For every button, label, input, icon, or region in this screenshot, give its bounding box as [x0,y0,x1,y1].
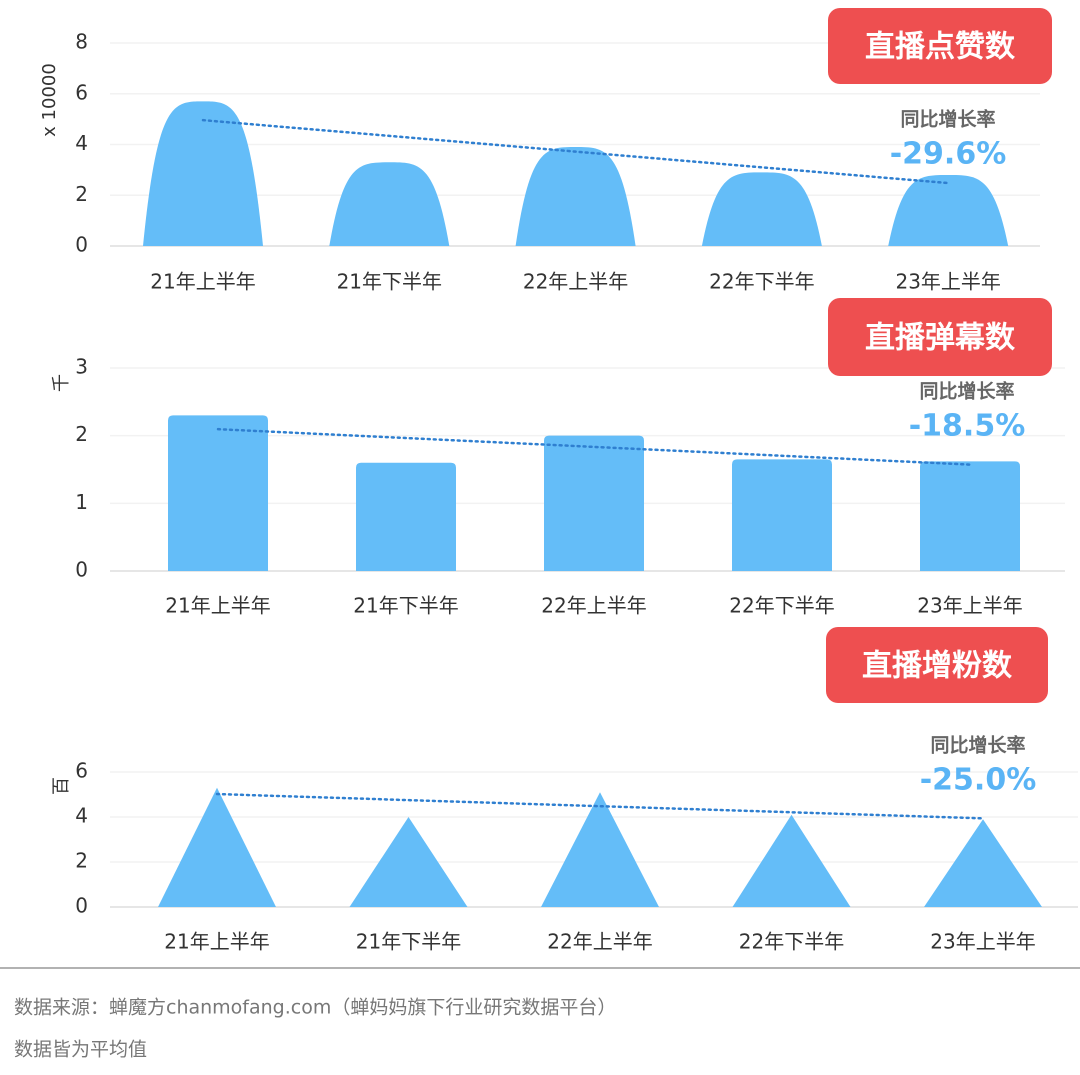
title-badge [828,298,1052,376]
bar [356,462,456,571]
annotation-value: -25.0% [920,763,1037,798]
footer-note: 数据皆为平均值 [14,1039,147,1061]
annotation-label: 同比增长率 [930,734,1025,757]
x-tick-label: 21年下半年 [353,594,458,618]
bar [158,787,276,907]
y-tick-label: 0 [75,558,88,582]
x-tick-label: 21年下半年 [356,930,461,954]
y-tick-label: 4 [75,804,88,828]
chart-title: 直播弹幕数 [865,321,1016,356]
y-tick-label: 3 [75,355,88,379]
bar [349,817,468,907]
bar [329,162,450,246]
chart-title: 直播增粉数 [862,649,1013,684]
annotation-label: 同比增长率 [919,380,1014,403]
x-tick-label: 21年下半年 [337,270,442,294]
x-tick-label: 21年上半年 [165,594,270,618]
y-tick-label: 0 [75,894,88,918]
x-tick-label: 23年上半年 [895,270,1000,294]
x-tick-label: 22年上半年 [541,594,646,618]
x-tick-label: 23年上半年 [930,930,1035,954]
x-tick-label: 23年上半年 [917,594,1022,618]
chart-title: 直播点赞数 [865,30,1016,65]
bar [168,415,268,571]
bar [701,172,822,246]
y-axis-label: 百 [51,777,72,795]
bar [143,101,263,246]
y-axis-label: x 10000 [39,63,60,137]
footer-source: 数据来源：蝉魔方chanmofang.com（蝉妈妈旗下行业研究数据平台） [14,997,616,1019]
title-badge [826,627,1048,703]
trend-line [216,427,972,466]
y-tick-label: 8 [75,30,88,54]
annotation-value: -29.6% [890,137,1007,172]
x-tick-label: 22年上半年 [523,270,628,294]
bar [924,819,1042,907]
annotation-label: 同比增长率 [900,108,995,131]
y-tick-label: 0 [75,233,88,257]
x-tick-label: 22年下半年 [739,930,844,954]
bar [515,147,636,246]
bar [732,459,832,571]
annotation-value: -18.5% [909,409,1026,444]
x-tick-label: 21年上半年 [150,270,255,294]
y-tick-label: 4 [75,131,88,155]
y-axis-label: 千 [51,374,72,392]
bar [920,461,1020,571]
y-tick-label: 2 [75,849,88,873]
y-tick-label: 2 [75,422,88,446]
bar [888,174,1009,246]
y-tick-label: 6 [75,80,88,104]
x-tick-label: 22年上半年 [547,930,652,954]
bar [544,435,644,571]
x-tick-label: 21年上半年 [164,930,269,954]
x-tick-label: 22年下半年 [709,270,814,294]
y-tick-label: 6 [75,759,88,783]
title-badge [828,8,1052,84]
trend-line [201,118,950,185]
y-tick-label: 1 [75,490,88,514]
bar [732,814,851,907]
trend-line [215,792,985,820]
x-tick-label: 22年下半年 [729,594,834,618]
bar [541,792,659,907]
y-tick-label: 2 [75,182,88,206]
